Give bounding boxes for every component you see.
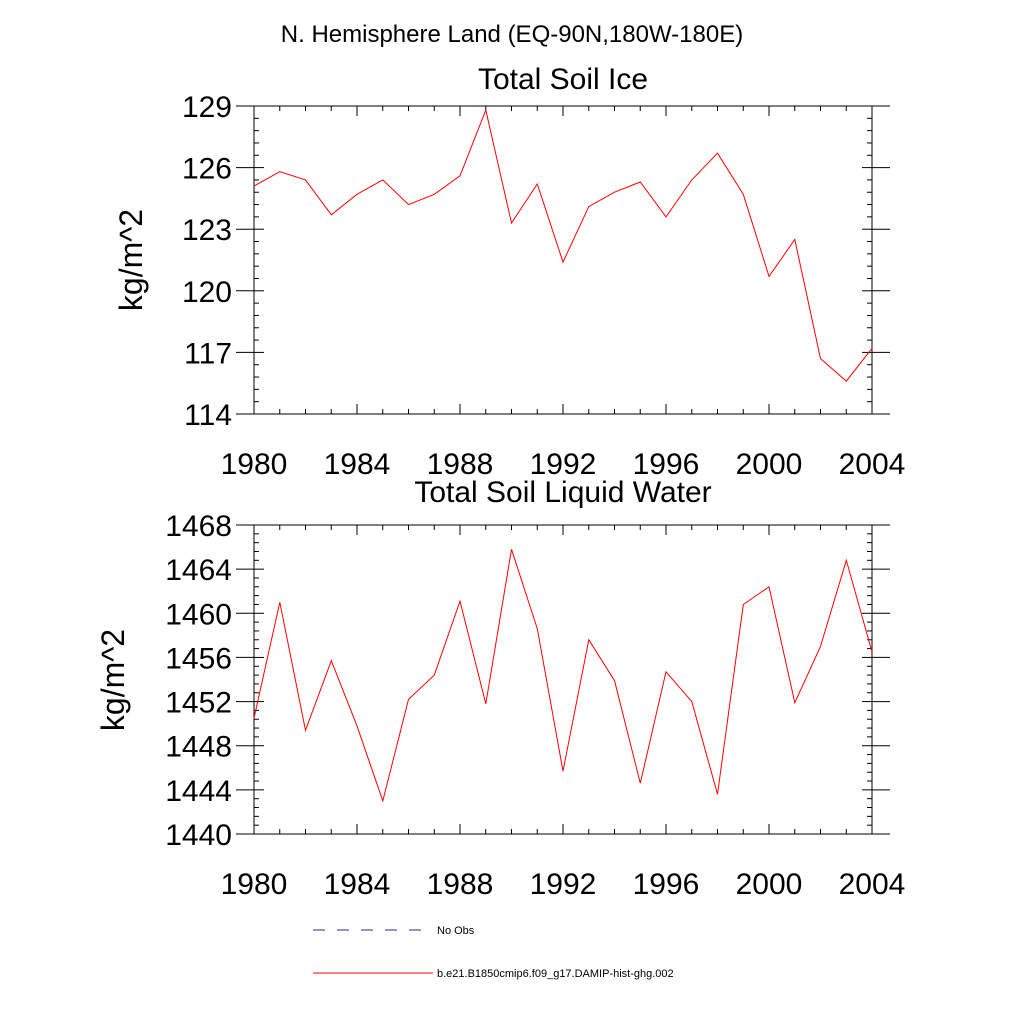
y-tick-label: 126 [182, 153, 232, 186]
legend: No Obs b.e21.B1850cmip6.f09_g17.DAMIP-hi… [313, 925, 674, 980]
x-tick-label: 1980 [221, 868, 288, 901]
y-tick-label: 129 [182, 91, 232, 124]
x-tick-label: 2000 [736, 448, 803, 481]
x-tick-label: 2000 [736, 868, 803, 901]
x-tick-label: 1984 [324, 448, 391, 481]
y-tick-label: 114 [184, 399, 232, 432]
x-tick-label: 1992 [530, 448, 597, 481]
y-tick-label: 120 [182, 276, 232, 309]
y-tick-label: 1456 [165, 642, 232, 675]
x-tick-label: 1980 [221, 448, 288, 481]
series-line [253, 108, 873, 382]
legend-label-obs: No Obs [437, 925, 475, 937]
y-axis-label: kg/m^2 [113, 209, 149, 311]
y-tick-label: 1468 [165, 510, 232, 543]
x-tick-label: 1996 [633, 868, 700, 901]
y-tick-label: 117 [184, 337, 232, 370]
x-tick-label: 1988 [427, 868, 494, 901]
x-tick-label: 1996 [633, 448, 700, 481]
panel-title: Total Soil Liquid Water [414, 476, 711, 509]
y-axis-label: kg/m^2 [95, 629, 131, 731]
y-tick-label: 1444 [165, 775, 232, 808]
series-line [253, 549, 873, 803]
figure-suptitle: N. Hemisphere Land (EQ-90N,180W-180E) [281, 21, 743, 48]
y-tick-label: 1452 [165, 687, 232, 720]
y-tick-label: 123 [182, 214, 232, 247]
y-tick-label: 1464 [165, 554, 232, 587]
panel-total-soil-liquid-water: Total Soil Liquid Water kg/m^2 1980 1984 1… [95, 476, 905, 901]
panel-total-soil-ice: Total Soil Ice kg/m^2 1980 1984 1988 1992 19… [113, 63, 905, 481]
x-tick-label: 1988 [427, 448, 494, 481]
x-tick-label: 2004 [839, 868, 906, 901]
x-tick-label: 2004 [839, 448, 906, 481]
plot-frame [253, 524, 873, 835]
plot-frame [253, 105, 873, 415]
y-tick-label: 1448 [165, 731, 232, 764]
legend-label-model: b.e21.B1850cmip6.f09_g17.DAMIP-hist-ghg.… [437, 968, 674, 980]
y-tick-label: 1440 [165, 819, 232, 852]
y-tick-label: 1460 [165, 598, 232, 631]
panel-title: Total Soil Ice [478, 63, 648, 96]
x-tick-label: 1984 [324, 868, 391, 901]
x-tick-label: 1992 [530, 868, 597, 901]
